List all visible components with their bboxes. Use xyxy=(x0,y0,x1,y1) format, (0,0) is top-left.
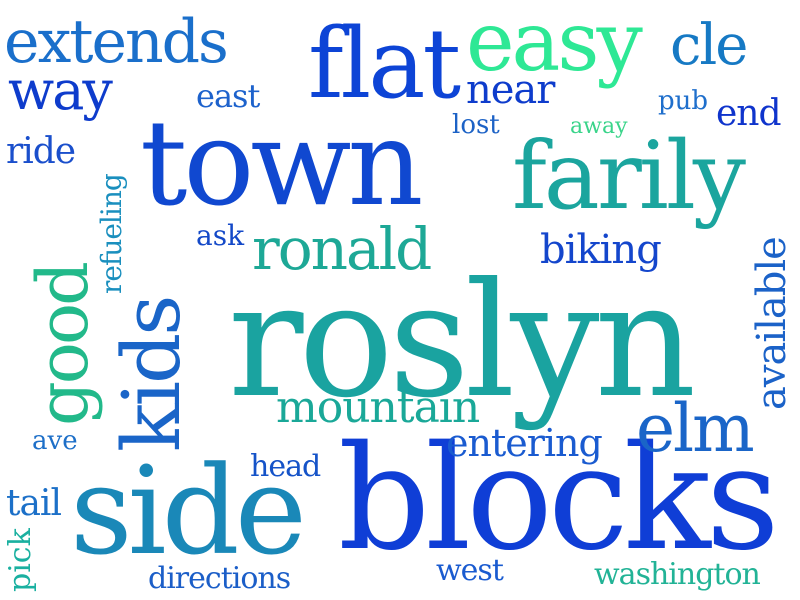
word-ride: ride xyxy=(6,131,76,172)
word-pub: pub xyxy=(658,86,709,116)
word-blocks: blocks xyxy=(338,414,780,582)
word-ave: ave xyxy=(32,426,78,456)
word-elm: elm xyxy=(636,390,755,467)
word-washington: washington xyxy=(594,557,761,592)
word-pick: pick xyxy=(3,528,38,592)
word-side: side xyxy=(70,440,307,582)
word-west: west xyxy=(436,553,504,588)
word-tail: tail xyxy=(6,483,62,524)
word-cle: cle xyxy=(670,13,748,78)
word-good: good xyxy=(22,264,104,426)
word-near: near xyxy=(466,67,555,113)
word-ronald: ronald xyxy=(252,215,432,283)
word-kids: kids xyxy=(105,297,198,452)
word-refueling: refueling xyxy=(95,174,128,294)
word-easy: easy xyxy=(466,0,643,90)
word-entering: entering xyxy=(446,421,603,465)
word-town: town xyxy=(140,94,423,232)
word-head: head xyxy=(250,449,321,484)
word-flat: flat xyxy=(308,8,461,120)
word-end: end xyxy=(716,93,782,134)
word-ask: ask xyxy=(196,219,245,252)
word-mountain: mountain xyxy=(276,382,480,433)
word-farily: farily xyxy=(512,122,746,231)
word-extends: extends xyxy=(4,7,229,77)
word-directions: directions xyxy=(148,561,291,596)
word-lost: lost xyxy=(452,110,500,140)
word-away: away xyxy=(570,114,628,139)
word-roslyn: roslyn xyxy=(228,249,696,433)
word-available: available xyxy=(749,237,795,410)
word-way: way xyxy=(8,59,113,122)
word-east: east xyxy=(196,77,260,115)
word-biking: biking xyxy=(540,227,662,273)
